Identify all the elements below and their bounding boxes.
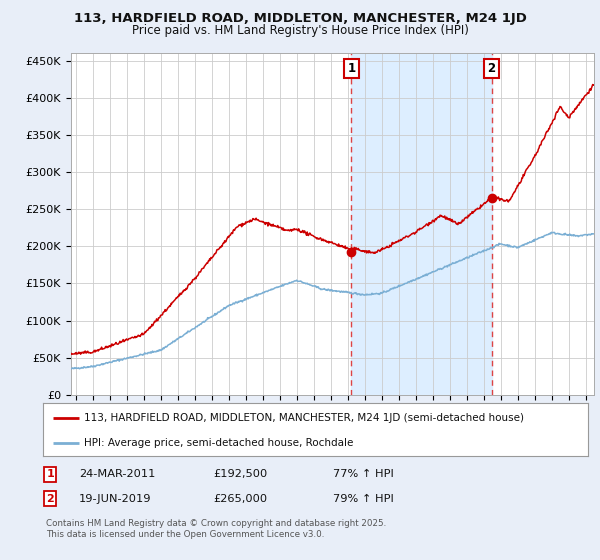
Text: 19-JUN-2019: 19-JUN-2019 <box>79 494 152 504</box>
Text: 79% ↑ HPI: 79% ↑ HPI <box>333 494 394 504</box>
Text: 2: 2 <box>46 494 54 504</box>
Text: £192,500: £192,500 <box>213 469 267 479</box>
Text: 1: 1 <box>46 469 54 479</box>
Text: £265,000: £265,000 <box>213 494 267 504</box>
Bar <box>352 53 491 395</box>
Text: Price paid vs. HM Land Registry's House Price Index (HPI): Price paid vs. HM Land Registry's House … <box>131 24 469 37</box>
Text: Contains HM Land Registry data © Crown copyright and database right 2025.
This d: Contains HM Land Registry data © Crown c… <box>46 519 386 539</box>
Text: 77% ↑ HPI: 77% ↑ HPI <box>333 469 394 479</box>
Text: 113, HARDFIELD ROAD, MIDDLETON, MANCHESTER, M24 1JD: 113, HARDFIELD ROAD, MIDDLETON, MANCHEST… <box>74 12 526 25</box>
Text: HPI: Average price, semi-detached house, Rochdale: HPI: Average price, semi-detached house,… <box>84 438 353 448</box>
Text: 113, HARDFIELD ROAD, MIDDLETON, MANCHESTER, M24 1JD (semi-detached house): 113, HARDFIELD ROAD, MIDDLETON, MANCHEST… <box>84 413 524 423</box>
Text: 2: 2 <box>488 62 496 75</box>
Text: 1: 1 <box>347 62 355 75</box>
Text: 24-MAR-2011: 24-MAR-2011 <box>79 469 155 479</box>
